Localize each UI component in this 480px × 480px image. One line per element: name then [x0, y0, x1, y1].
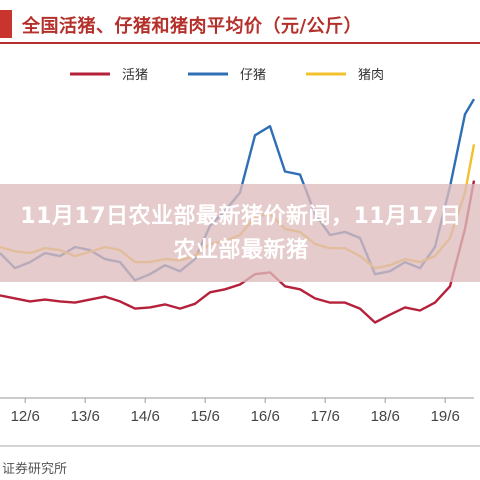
x-axis: 12/6 13/6 14/6 15/6 16/6 17/6 18/6 19/6 — [0, 397, 480, 447]
x-tick-label: 16/6 — [251, 408, 280, 425]
legend-label-2: 猪肉 — [358, 68, 384, 83]
x-tick-label: 18/6 — [371, 408, 400, 425]
x-tick-label: 14/6 — [131, 408, 160, 425]
legend-label-0: 活猪 — [122, 68, 148, 83]
chart-title: 全国活猪、仔猪和猪肉平均价（元/公斤） — [22, 16, 363, 37]
x-tick-label: 19/6 — [431, 408, 460, 425]
series-line-0 — [0, 180, 476, 324]
chart-legend: 活猪 仔猪 猪肉 — [70, 68, 384, 83]
chart-title-bar: 全国活猪、仔猪和猪肉平均价（元/公斤） — [0, 6, 480, 42]
legend-label-1: 仔猪 — [240, 68, 266, 83]
headline-text: 11月17日农业部最新猪价新闻，11月17日农业部最新猪 — [20, 204, 462, 263]
x-tick-label: 12/6 — [11, 408, 40, 425]
title-accent-marker — [0, 10, 12, 38]
x-tick-label: 15/6 — [191, 408, 220, 425]
x-tick-label: 17/6 — [311, 408, 340, 425]
title-divider — [0, 42, 480, 44]
x-tick-label: 13/6 — [71, 408, 100, 425]
source-note: 证券研究所 — [2, 462, 68, 477]
headline-overlay: 11月17日农业部最新猪价新闻，11月17日农业部最新猪 — [0, 184, 480, 282]
